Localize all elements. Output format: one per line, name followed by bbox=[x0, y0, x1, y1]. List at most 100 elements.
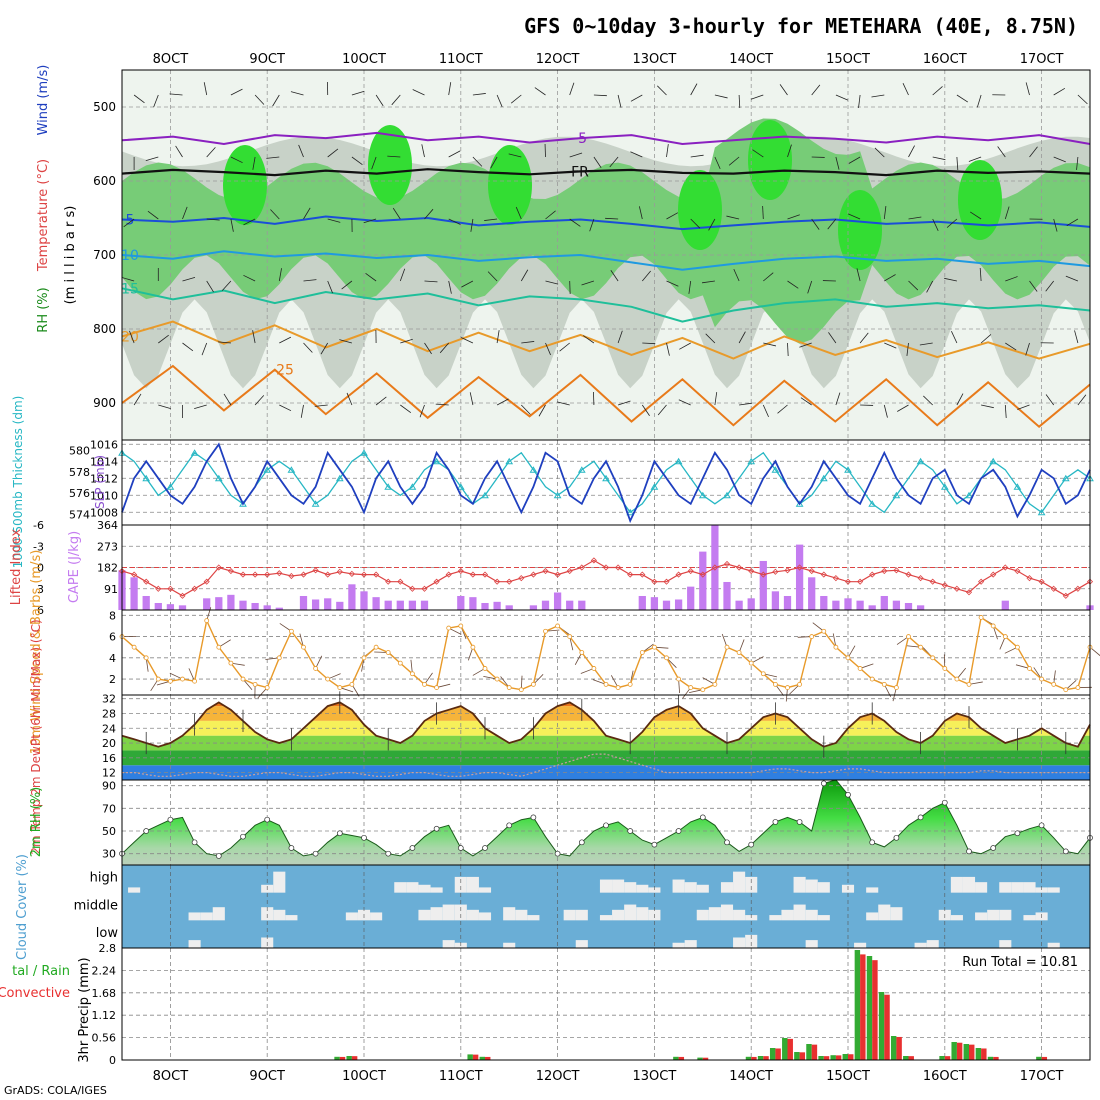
y-tick-label: 16 bbox=[102, 752, 116, 765]
y-tick-label: 273 bbox=[97, 540, 118, 553]
thickness-marker bbox=[989, 457, 998, 465]
cape-bar bbox=[215, 597, 223, 610]
wind-barb bbox=[856, 268, 861, 282]
cape-bar bbox=[505, 605, 513, 610]
wind-speed-marker bbox=[857, 666, 863, 671]
wind-barb bbox=[508, 153, 522, 158]
precip-total-bar bbox=[467, 1054, 473, 1060]
isotherm-label: 5 bbox=[126, 212, 135, 228]
lifted-index-marker bbox=[663, 578, 670, 585]
cape-bar bbox=[856, 600, 864, 610]
wind-barb bbox=[510, 94, 522, 104]
wind-barb bbox=[487, 271, 498, 282]
thickness-marker bbox=[1013, 483, 1022, 490]
lifted-index-marker bbox=[179, 592, 186, 599]
wind-barb bbox=[763, 272, 774, 282]
wind-speed-marker bbox=[664, 655, 669, 661]
wind-barb bbox=[303, 207, 311, 220]
cape-bar bbox=[166, 604, 175, 610]
cape-bar bbox=[566, 600, 574, 610]
wind-speed-marker bbox=[676, 676, 681, 682]
cape-bar bbox=[154, 602, 162, 610]
wind-barb bbox=[320, 342, 329, 355]
lifted-index-marker bbox=[965, 589, 973, 596]
precip-total-bar bbox=[673, 1056, 679, 1060]
cloud-bar bbox=[878, 904, 891, 921]
y-tick-label: 91 bbox=[104, 583, 118, 596]
wind-barb bbox=[387, 155, 401, 158]
wind-barb bbox=[946, 218, 958, 228]
precip-convective-bar bbox=[787, 1038, 793, 1060]
y-axis-label-millibars: (m i l l i b a r s) bbox=[63, 206, 78, 305]
precip-convective-bar bbox=[751, 1056, 757, 1060]
wind-barb bbox=[835, 94, 849, 101]
precip-convective-bar bbox=[799, 1052, 806, 1060]
wind-speed-marker bbox=[821, 628, 827, 634]
precip-total-bar bbox=[939, 1056, 945, 1060]
precip-total-bar bbox=[987, 1056, 994, 1060]
x-tick-label-top: 9OCT bbox=[249, 52, 285, 67]
wind-barb bbox=[610, 269, 619, 282]
y-axis-label-cloud: Cloud Cover (%) bbox=[15, 854, 30, 960]
lifted-index-marker bbox=[651, 578, 658, 585]
wind-speed-marker bbox=[809, 634, 815, 639]
isotherm-label: 20 bbox=[121, 329, 139, 345]
rh-marker bbox=[264, 816, 271, 823]
wind-barb bbox=[203, 82, 208, 96]
rh-marker bbox=[409, 845, 416, 851]
cloud-bar bbox=[575, 909, 588, 921]
wind-barb bbox=[997, 146, 1006, 158]
wind-speed-marker bbox=[918, 644, 923, 650]
x-tick-label-bottom: 13OCT bbox=[633, 1069, 677, 1084]
wind-barb bbox=[133, 94, 145, 104]
cloud-bar bbox=[612, 909, 625, 921]
rh-marker bbox=[1038, 822, 1045, 829]
wind-barb bbox=[641, 270, 651, 282]
lifted-index-marker bbox=[191, 585, 198, 592]
y-tick-label: 2.24 bbox=[92, 964, 117, 977]
lifted-index-marker bbox=[445, 571, 452, 578]
wind-barb bbox=[752, 149, 764, 158]
wind-barb bbox=[763, 342, 777, 347]
cape-bar bbox=[348, 584, 356, 610]
wind-barb bbox=[1053, 156, 1066, 163]
wind-barb bbox=[1005, 342, 1017, 351]
rh-marker bbox=[143, 828, 150, 834]
wind-speed-marker bbox=[313, 666, 319, 671]
cloud-bar bbox=[430, 887, 443, 893]
y-tick-label: 1012 bbox=[90, 472, 118, 485]
cloud-bar bbox=[406, 882, 419, 893]
wind-speed-marker bbox=[264, 685, 270, 690]
wind-speed-marker bbox=[833, 644, 839, 650]
cloud-bar bbox=[890, 907, 903, 921]
cloud-bar bbox=[817, 882, 830, 893]
wind-barb bbox=[762, 404, 769, 418]
y-tick-label: 12 bbox=[102, 767, 116, 780]
lifted-index-marker bbox=[953, 585, 960, 592]
wind-barb bbox=[630, 151, 643, 158]
wind-barb bbox=[908, 280, 919, 291]
x-tick-label-bottom: 11OCT bbox=[439, 1069, 483, 1084]
wind-speed-marker bbox=[990, 623, 996, 629]
precip-legend-convective: Convective bbox=[0, 986, 70, 1001]
cloud-bar bbox=[1035, 887, 1048, 893]
wind-barb bbox=[976, 94, 982, 108]
lifted-index-marker bbox=[796, 564, 803, 571]
thickness-marker bbox=[335, 474, 344, 482]
cape-bar bbox=[820, 595, 828, 610]
lifted-index-marker bbox=[373, 571, 380, 578]
cloud-bar bbox=[128, 887, 141, 893]
wind-barb bbox=[581, 280, 595, 286]
wind-speed-marker bbox=[930, 655, 936, 661]
cloud-bar bbox=[805, 879, 818, 893]
wind-barb bbox=[1029, 146, 1038, 158]
wind-barb bbox=[666, 144, 669, 158]
rh-marker bbox=[651, 841, 658, 848]
wind-barb bbox=[589, 218, 595, 232]
y-tick-label: 6 bbox=[109, 631, 116, 644]
cloud-bar bbox=[636, 884, 649, 893]
wind-speed-marker bbox=[349, 681, 355, 687]
cloud-bar bbox=[950, 876, 963, 893]
cloud-bar bbox=[478, 912, 492, 921]
rh-marker bbox=[288, 845, 295, 851]
